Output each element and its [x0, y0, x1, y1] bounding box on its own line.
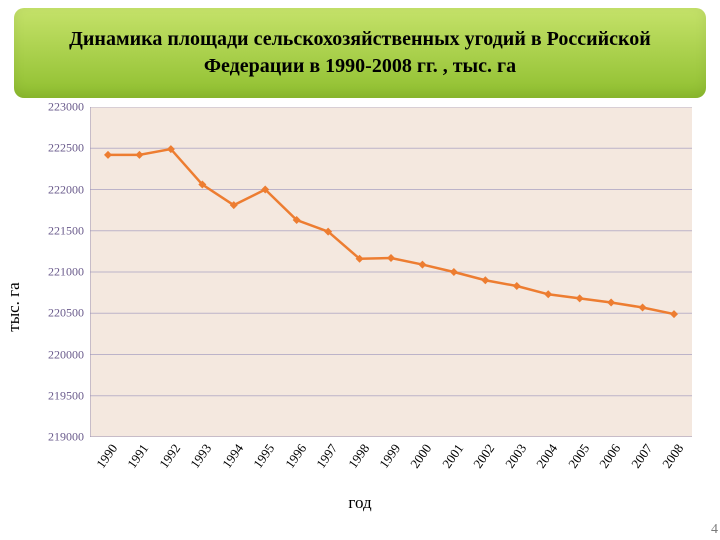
y-tick-label: 221500	[48, 223, 90, 238]
chart-svg	[90, 107, 692, 437]
y-tick-label: 220000	[48, 347, 90, 362]
y-axis-label: тыс. га	[4, 282, 24, 331]
title-band: Динамика площади сельскохозяйственных уг…	[14, 8, 706, 98]
y-tick-label: 219000	[48, 430, 90, 445]
y-tick-label: 222500	[48, 141, 90, 156]
plot-area: 2190002195002200002205002210002215002220…	[90, 107, 692, 437]
x-tick-label: 1990	[93, 441, 121, 471]
y-tick-label: 222000	[48, 182, 90, 197]
x-axis-label: год	[348, 493, 371, 513]
chart-title: Динамика площади сельскохозяйственных уг…	[38, 26, 682, 80]
y-tick-label: 219500	[48, 388, 90, 403]
x-tick-label: 1996	[282, 441, 310, 471]
x-tick-label: 2008	[659, 441, 687, 471]
x-tick-label: 2007	[628, 441, 656, 471]
y-tick-label: 220500	[48, 306, 90, 321]
x-tick-label: 2005	[565, 441, 593, 471]
x-tick-label: 1992	[156, 441, 184, 471]
x-tick-label: 1994	[219, 441, 247, 471]
y-tick-label: 221000	[48, 265, 90, 280]
chart-container: тыс. га 21900021950022000022050022100022…	[18, 103, 702, 511]
x-tick-label: 2001	[439, 441, 467, 471]
x-tick-label: 1995	[250, 441, 278, 471]
x-tick-label: 2004	[533, 441, 561, 471]
x-tick-label: 1998	[345, 441, 373, 471]
page-number: 4	[711, 522, 718, 538]
x-tick-label: 2003	[502, 441, 530, 471]
x-tick-label: 1991	[125, 441, 153, 471]
x-tick-label: 1999	[376, 441, 404, 471]
x-tick-label: 2002	[470, 441, 498, 471]
x-tick-label: 1993	[187, 441, 215, 471]
x-tick-label: 2000	[408, 441, 436, 471]
x-tick-label: 1997	[313, 441, 341, 471]
x-tick-label: 2006	[596, 441, 624, 471]
y-tick-label: 223000	[48, 100, 90, 115]
